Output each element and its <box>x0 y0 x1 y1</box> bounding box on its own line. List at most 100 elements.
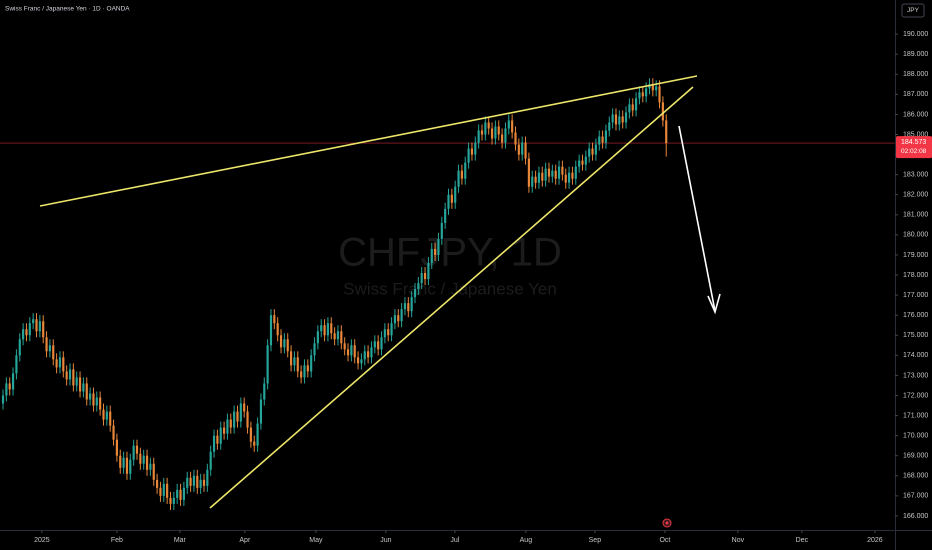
x-tick-label: 2026 <box>867 537 883 544</box>
candle-body <box>494 126 497 139</box>
candle-body <box>122 457 125 468</box>
candle-body <box>645 88 648 97</box>
candle-body <box>648 84 651 89</box>
candle-body <box>457 170 460 187</box>
candle-body <box>340 331 343 344</box>
candle-body <box>521 142 524 155</box>
candle-body <box>99 397 102 410</box>
candle-body <box>380 337 383 350</box>
x-tick-label: Feb <box>111 537 123 544</box>
candle-body <box>557 166 561 179</box>
lower-trendline <box>209 86 694 509</box>
candle-body <box>149 463 152 470</box>
candle-body <box>464 162 467 179</box>
currency-label: JPY <box>907 7 920 14</box>
candle-body <box>447 194 450 209</box>
y-tick-label: 174.000 <box>903 352 928 359</box>
candle-body <box>387 329 390 336</box>
candle-body <box>360 359 363 364</box>
candle-body <box>95 397 98 406</box>
y-tick-label: 186.000 <box>903 111 928 118</box>
last-price-box <box>896 136 932 159</box>
candle-body <box>353 345 356 358</box>
candle-body <box>253 441 256 446</box>
watermark-subtitle: Swiss Franc / Japanese Yen <box>343 279 557 298</box>
chart-title: Swiss Franc / Japanese Yen · 1D · OANDA <box>5 6 130 13</box>
event-marker-dot <box>665 521 669 525</box>
candle-body <box>139 453 142 464</box>
candle-body <box>655 86 658 91</box>
candle-body <box>608 122 611 131</box>
candle-body <box>497 126 500 135</box>
candle-body <box>554 170 557 179</box>
candle-body <box>145 455 149 470</box>
candle-body <box>611 114 614 123</box>
candle-body <box>192 475 196 486</box>
candle-body <box>333 333 336 340</box>
y-tick-label: 168.000 <box>903 473 928 480</box>
y-tick-label: 180.000 <box>903 232 928 239</box>
candle-body <box>323 325 326 336</box>
candle-body <box>534 176 537 183</box>
candle-body <box>658 86 661 103</box>
candle-body <box>152 463 155 480</box>
x-tick-label: Mar <box>174 537 187 544</box>
candle-body <box>651 84 654 91</box>
y-tick-label: 175.000 <box>903 332 928 339</box>
candle-body <box>119 455 122 468</box>
x-tick-label: Dec <box>796 537 809 544</box>
candle-body <box>390 323 393 336</box>
candle-body <box>102 409 105 420</box>
candle-body <box>310 355 313 372</box>
candle-body <box>370 347 373 358</box>
candle-body <box>32 319 35 324</box>
candle-body <box>112 425 115 440</box>
y-tick-label: 190.000 <box>903 31 928 38</box>
candle-body <box>444 208 447 223</box>
candle-body <box>85 383 88 400</box>
candle-body <box>571 172 574 179</box>
candle-body <box>52 345 55 360</box>
candle-body <box>591 148 594 155</box>
candle-body <box>568 172 571 183</box>
candle-body <box>196 475 199 488</box>
candle-body <box>169 497 172 504</box>
candle-body <box>480 130 484 135</box>
candle-body <box>343 343 346 350</box>
last-price-label: 184.573 <box>901 139 926 146</box>
candle-body <box>222 427 226 434</box>
candle-body <box>551 170 554 177</box>
candle-body <box>313 343 316 356</box>
candle-body <box>25 329 28 336</box>
candles <box>1 78 668 510</box>
y-tick-label: 181.000 <box>903 212 928 219</box>
candle-body <box>15 355 18 374</box>
currency-box[interactable] <box>901 3 925 18</box>
candle-body <box>28 323 31 336</box>
candle-body <box>537 172 541 183</box>
candle-body <box>42 321 45 338</box>
candle-body <box>156 479 159 488</box>
candle-body <box>273 315 276 324</box>
candle-body <box>564 174 567 183</box>
candle-body <box>172 497 175 504</box>
candle-body <box>326 323 330 336</box>
drawings <box>39 75 721 509</box>
candle-body <box>82 383 85 392</box>
candle-body <box>289 351 293 366</box>
candle-body <box>239 403 242 422</box>
candle-body <box>159 487 162 496</box>
countdown-label: 02:02:08 <box>901 148 927 155</box>
candle-body <box>511 120 514 133</box>
candle-body <box>588 148 591 157</box>
candle-body <box>467 148 470 163</box>
y-tick-label: 178.000 <box>903 272 928 279</box>
candle-body <box>501 134 504 143</box>
y-tick-label: 182.000 <box>903 192 928 199</box>
candle-body <box>199 479 202 488</box>
candle-body <box>38 321 41 332</box>
candle-body <box>397 315 400 322</box>
candle-body <box>62 357 65 372</box>
candle-body <box>11 373 15 390</box>
candle-body <box>544 168 547 181</box>
